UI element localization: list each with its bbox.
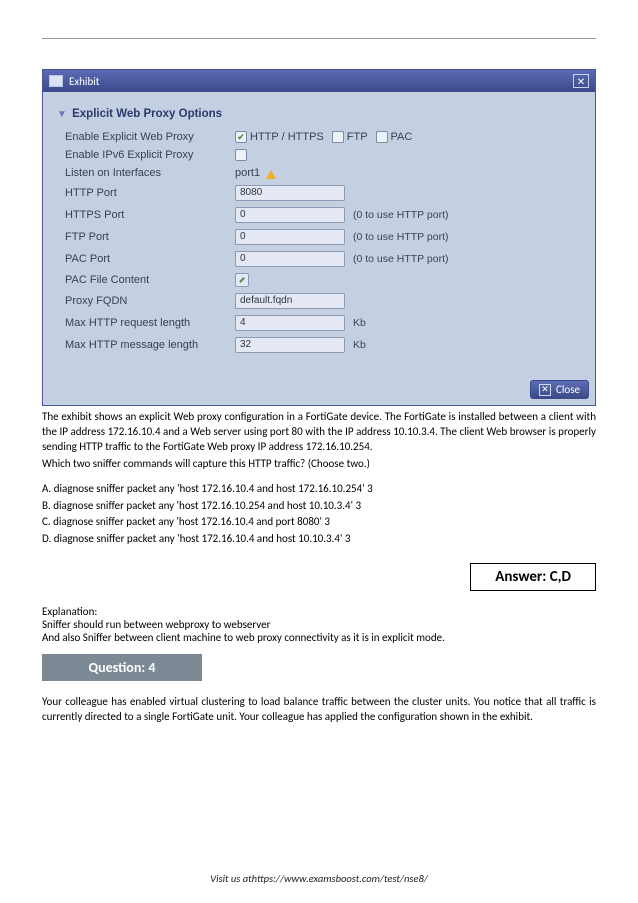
ftp-port-input[interactable]: 0 [235, 229, 345, 245]
exhibit-panel: Exhibit ✕ ▼ Explicit Web Proxy Options E… [42, 69, 596, 406]
proto-http-label: HTTP / HTTPS [250, 131, 324, 143]
https-port-label: HTTPS Port [65, 209, 235, 221]
page-top-rule [42, 38, 596, 39]
explanation-line-2: And also Sniffer between client machine … [42, 631, 596, 644]
pac-port-label: PAC Port [65, 253, 235, 265]
proto-pac-label: PAC [391, 131, 413, 143]
ftp-port-hint: (0 to use HTTP port) [353, 231, 449, 243]
explanation-heading: Explanation: [42, 605, 596, 618]
option-b: B. diagnose sniffer packet any 'host 172… [42, 498, 596, 515]
close-button-label: Close [556, 383, 580, 396]
proto-ftp-label: FTP [347, 131, 368, 143]
https-port-hint: (0 to use HTTP port) [353, 209, 449, 221]
exhibit-title: Exhibit [69, 75, 99, 88]
ftp-port-label: FTP Port [65, 231, 235, 243]
option-c: C. diagnose sniffer packet any 'host 172… [42, 514, 596, 531]
http-port-label: HTTP Port [65, 187, 235, 199]
http-port-input[interactable]: 8080 [235, 185, 345, 201]
pac-file-label: PAC File Content [65, 274, 235, 286]
section-heading: ▼ Explicit Web Proxy Options [57, 108, 577, 120]
enable-proxy-label: Enable Explicit Web Proxy [65, 131, 235, 143]
option-d: D. diagnose sniffer packet any 'host 172… [42, 531, 596, 548]
warning-icon [266, 170, 276, 179]
ftp-checkbox[interactable] [332, 131, 344, 143]
exhibit-footer: ✕ Close [43, 380, 595, 405]
exhibit-icon [49, 75, 63, 87]
https-port-input[interactable]: 0 [235, 207, 345, 223]
question-number-bar: Question: 4 [42, 654, 202, 681]
pac-checkbox[interactable] [376, 131, 388, 143]
ipv6-checkbox[interactable] [235, 149, 247, 161]
answer-box: Answer: C,D [470, 563, 596, 591]
max-req-label: Max HTTP request length [65, 317, 235, 329]
pac-port-input[interactable]: 0 [235, 251, 345, 267]
max-req-input[interactable]: 4 [235, 315, 345, 331]
question-body: The exhibit shows an explicit Web proxy … [42, 410, 596, 455]
pac-port-hint: (0 to use HTTP port) [353, 253, 449, 265]
http-https-checkbox[interactable]: ✔ [235, 131, 247, 143]
titlebar-close-icon[interactable]: ✕ [573, 74, 589, 88]
exhibit-titlebar: Exhibit ✕ [43, 70, 595, 92]
option-a: A. diagnose sniffer packet any 'host 172… [42, 481, 596, 498]
question-prompt: Which two sniffer commands will capture … [42, 457, 596, 472]
exhibit-body: ▼ Explicit Web Proxy Options Enable Expl… [43, 92, 595, 380]
max-req-unit: Kb [353, 317, 366, 329]
close-button-icon: ✕ [539, 384, 551, 396]
proxy-fqdn-input[interactable]: default.fqdn [235, 293, 345, 309]
listen-label: Listen on Interfaces [65, 167, 235, 179]
listen-value: port1 [235, 167, 260, 179]
close-button[interactable]: ✕ Close [530, 380, 589, 399]
options-list: A. diagnose sniffer packet any 'host 172… [42, 481, 596, 547]
max-msg-label: Max HTTP message length [65, 339, 235, 351]
max-msg-input[interactable]: 32 [235, 337, 345, 353]
section-title: Explicit Web Proxy Options [72, 108, 222, 120]
page-footer: Visit us athttps://www.examsboost.com/te… [0, 872, 638, 885]
explanation-line-1: Sniffer should run between webproxy to w… [42, 618, 596, 631]
max-msg-unit: Kb [353, 339, 366, 351]
enable-ipv6-label: Enable IPv6 Explicit Proxy [65, 149, 235, 161]
proxy-fqdn-label: Proxy FQDN [65, 295, 235, 307]
pac-edit-icon[interactable] [235, 273, 249, 287]
collapse-arrow-icon[interactable]: ▼ [57, 109, 67, 120]
question4-body: Your colleague has enabled virtual clust… [42, 695, 596, 725]
